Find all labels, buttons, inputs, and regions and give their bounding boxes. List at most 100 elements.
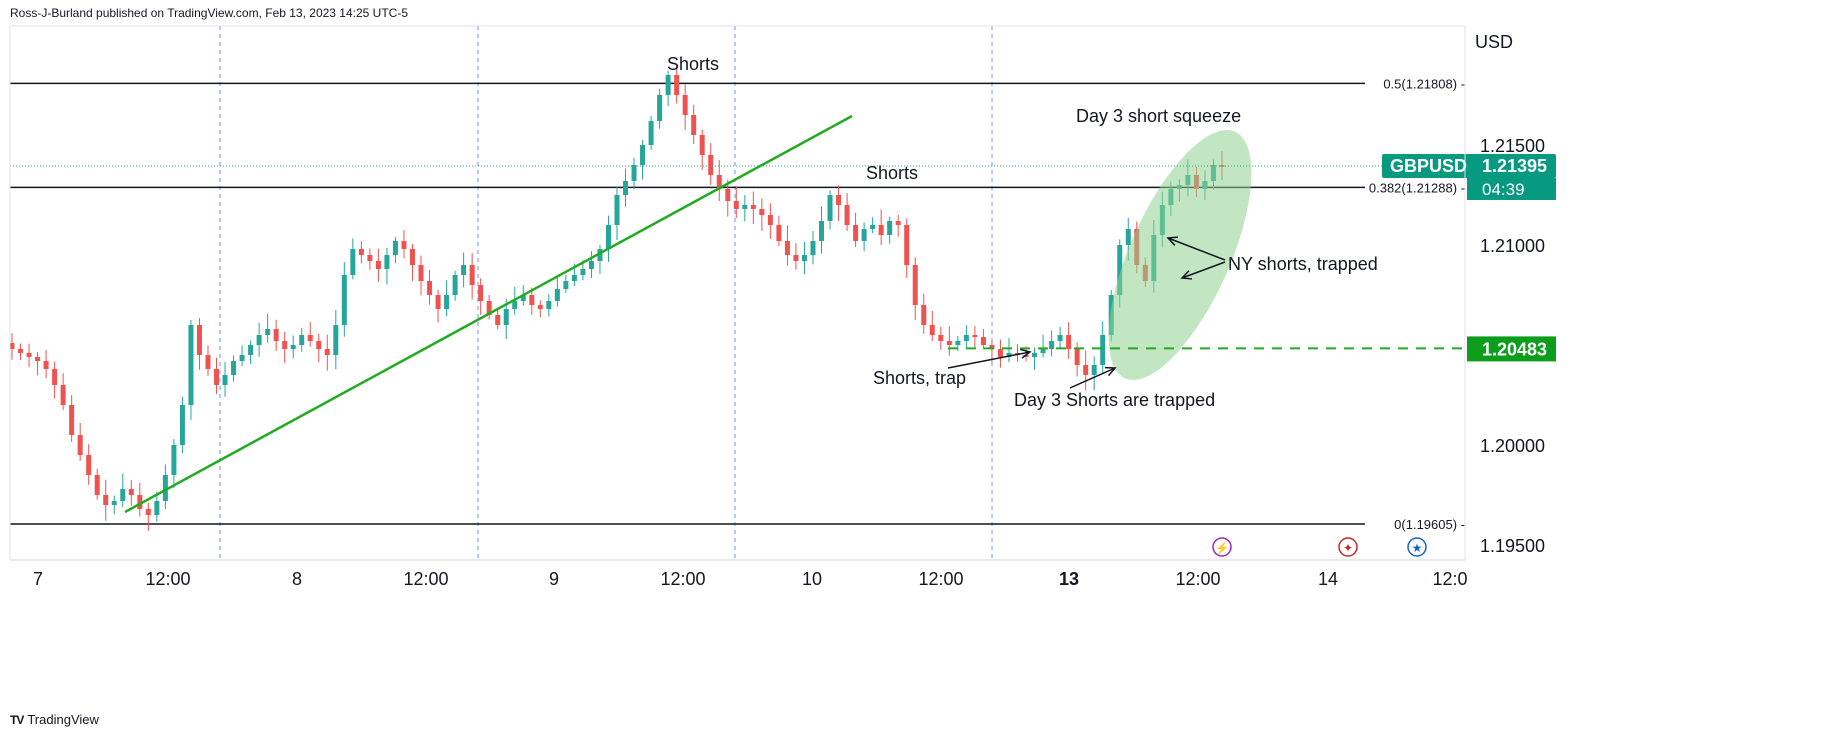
candle-body bbox=[554, 289, 560, 301]
candle-body bbox=[631, 165, 637, 181]
lightning-icon bbox=[1212, 537, 1232, 557]
candle-body bbox=[648, 121, 654, 145]
candle-body bbox=[793, 255, 799, 261]
price-tick-label: 1.21500 bbox=[1480, 136, 1545, 156]
time-tick-label: 10 bbox=[802, 569, 822, 589]
candle-body bbox=[597, 249, 603, 261]
time-tick-label: 7 bbox=[33, 569, 43, 589]
fib-label: 0.5(1.21808) - bbox=[1383, 76, 1465, 91]
candle-body bbox=[350, 249, 356, 275]
candle-body bbox=[43, 361, 49, 369]
time-axis[interactable]: 7 12:00 8 12:00 9 12:00 10 12:00 13 12:00 14 12:0 bbox=[33, 569, 1468, 589]
arrow-ny-2-head bbox=[1180, 270, 1193, 280]
candle-body bbox=[588, 261, 594, 269]
candle-body bbox=[895, 221, 901, 225]
fib-levels: 0.5(1.21808) - 0.382(1.21288) - 0(1.19605)… bbox=[10, 76, 1465, 532]
candle-body bbox=[1083, 365, 1089, 375]
squeeze-ellipse bbox=[1108, 130, 1252, 380]
candle-body bbox=[665, 75, 671, 95]
candle-body bbox=[870, 225, 876, 229]
brand-name: TradingView bbox=[27, 712, 99, 727]
candle-body bbox=[580, 269, 586, 275]
time-tick-label: 14 bbox=[1318, 569, 1338, 589]
annotation-squeeze: Day 3 short squeeze bbox=[1076, 106, 1241, 126]
time-tick-label: 12:00 bbox=[660, 569, 705, 589]
candle-body bbox=[35, 357, 41, 361]
candle-body bbox=[674, 75, 680, 95]
candle-body bbox=[435, 295, 441, 309]
trendline[interactable] bbox=[124, 114, 853, 514]
candle-body bbox=[392, 241, 398, 255]
candle-body bbox=[1117, 245, 1123, 295]
candle-body bbox=[1032, 353, 1038, 357]
candle-body bbox=[1091, 365, 1097, 375]
candle-body bbox=[375, 261, 381, 269]
candle-body bbox=[486, 301, 492, 315]
candle-body bbox=[341, 275, 347, 325]
candle-body bbox=[18, 349, 24, 353]
candle-body bbox=[640, 145, 646, 165]
candle-body bbox=[461, 265, 467, 275]
candle-body bbox=[427, 281, 433, 295]
candle-body bbox=[946, 341, 952, 345]
candle-body bbox=[912, 265, 918, 305]
candle-body bbox=[682, 95, 688, 115]
candle-body bbox=[750, 205, 756, 209]
candle-body bbox=[324, 349, 330, 355]
brand-footer[interactable]: TV TradingView bbox=[10, 712, 99, 727]
candle-body bbox=[418, 265, 424, 281]
price-axis[interactable]: USD 1.19500 1.20000 1.21000 1.21500 GBPUSD 1.2… bbox=[1212, 32, 1556, 557]
candle-body bbox=[103, 495, 109, 505]
candle-body bbox=[52, 369, 58, 385]
lightning-icon-glyph: ⚡ bbox=[1215, 541, 1230, 555]
candle-body bbox=[691, 115, 697, 135]
candle-body bbox=[120, 489, 126, 501]
candle-body bbox=[776, 225, 782, 241]
annotation-shorts-top: Shorts bbox=[667, 54, 719, 74]
candle-body bbox=[1057, 335, 1063, 341]
symbol-badge bbox=[1382, 154, 1556, 178]
candle-body bbox=[290, 345, 296, 349]
arrow-day3-head bbox=[1104, 366, 1117, 377]
candle-body bbox=[231, 361, 237, 375]
candle-body bbox=[1125, 229, 1131, 245]
candle-body bbox=[836, 195, 842, 205]
time-tick-label: 13 bbox=[1059, 569, 1079, 589]
price-tick-label: 1.21000 bbox=[1480, 236, 1545, 256]
candle-body bbox=[699, 135, 705, 155]
time-tick-label: 12:00 bbox=[145, 569, 190, 589]
candle-body bbox=[9, 343, 15, 349]
candle-body bbox=[1066, 335, 1072, 349]
tradingview-logo-icon: TV bbox=[10, 712, 24, 727]
candle-body bbox=[239, 355, 245, 361]
fib-label: 0(1.19605) - bbox=[1394, 517, 1465, 532]
candle-body bbox=[512, 301, 518, 309]
candle-body bbox=[819, 221, 825, 241]
fib-label: 0.382(1.21288) - bbox=[1369, 180, 1465, 195]
us-flag-icon bbox=[1407, 537, 1427, 557]
candle-body bbox=[810, 241, 816, 255]
arrow-day3 bbox=[1069, 367, 1116, 389]
annotation-day3-trapped: Day 3 Shorts are trapped bbox=[1014, 390, 1215, 410]
candle-body bbox=[196, 325, 202, 355]
session-separators bbox=[219, 26, 993, 560]
candle-body bbox=[972, 335, 978, 337]
candle-body bbox=[188, 325, 194, 405]
candle-body bbox=[963, 335, 969, 341]
candle-body bbox=[307, 335, 313, 341]
time-tick-label: 8 bbox=[292, 569, 302, 589]
candle-body bbox=[77, 435, 83, 455]
candle-body bbox=[921, 305, 927, 325]
currency-label: USD bbox=[1475, 32, 1513, 52]
candle-body bbox=[358, 249, 364, 255]
annotation-ny-shorts: NY shorts, trapped bbox=[1228, 254, 1378, 274]
candle-body bbox=[767, 215, 773, 225]
candle-body bbox=[997, 349, 1003, 357]
candle-body bbox=[563, 281, 569, 289]
candle-body bbox=[316, 341, 322, 349]
candle-body bbox=[409, 249, 415, 265]
candle-body bbox=[989, 345, 995, 349]
candle-body bbox=[145, 509, 151, 515]
candle-body bbox=[827, 195, 833, 221]
